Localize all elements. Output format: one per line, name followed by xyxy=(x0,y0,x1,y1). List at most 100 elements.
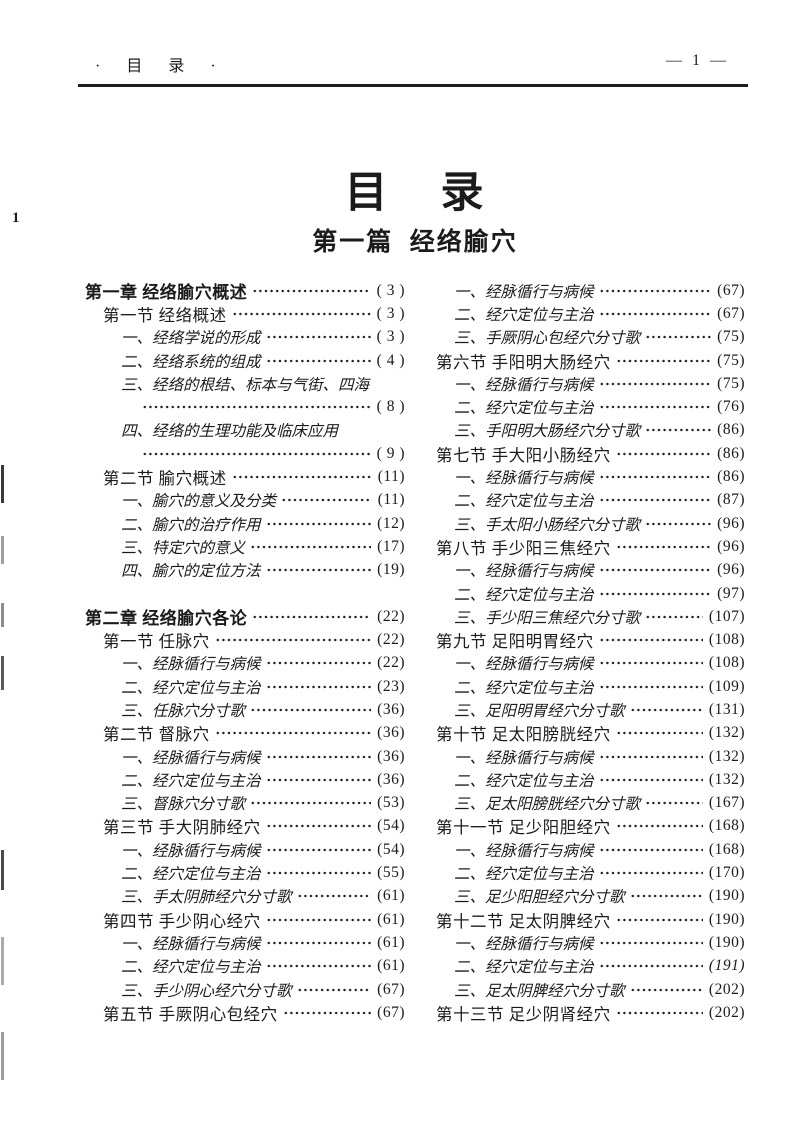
toc-entry-page: ( 4 ) xyxy=(376,351,405,369)
toc-entry-page: (22) xyxy=(377,631,405,649)
toc-entry: 第十一节 足少阳胆经穴 (168) xyxy=(418,815,745,838)
toc-entry-page: (132) xyxy=(708,747,745,765)
toc-entry: 一、腧穴的意义及分类 (11) xyxy=(85,489,405,512)
toc-entry-label: 二、经穴定位与主治 xyxy=(454,586,594,604)
dot-leader xyxy=(265,679,372,694)
toc-entry-page: (67) xyxy=(717,304,745,322)
toc-entry-label: 第一章 经络腧穴概述 xyxy=(85,283,248,303)
toc-entry: 三、手少阴心经穴分寸歌 (67) xyxy=(85,978,405,1001)
toc-entry-page: (17) xyxy=(377,537,405,555)
toc-entry-label: 一、经脉循行与病候 xyxy=(454,935,594,953)
toc-entry-page: (86) xyxy=(717,468,745,486)
dot-leader xyxy=(598,586,712,601)
toc-entry-label: 第十一节 足少阳胆经穴 xyxy=(436,818,611,838)
toc-entry: 二、经穴定位与主治 (67) xyxy=(418,302,745,325)
dot-leader xyxy=(250,796,372,811)
toc-entry-page: (86) xyxy=(717,444,745,462)
toc-entry-label: 第一节 任脉穴 xyxy=(103,632,210,652)
toc-entry: 二、经穴定位与主治 (97) xyxy=(418,582,745,605)
toc-entry: 第三节 手大阴肺经穴 (54) xyxy=(85,815,405,838)
toc-entry-page: (202) xyxy=(708,980,745,998)
dot-leader xyxy=(598,842,703,857)
toc-entry-label: 二、经络系统的组成 xyxy=(121,353,261,371)
dot-leader xyxy=(252,283,371,298)
toc-entry: 第六节 手阳明大肠经穴 (75) xyxy=(418,349,745,372)
dot-leader xyxy=(598,493,712,508)
dot-leader xyxy=(265,656,372,671)
dot-leader xyxy=(265,330,371,345)
toc-entry-label: 二、经穴定位与主治 xyxy=(121,959,261,977)
dot-leader xyxy=(282,1005,372,1020)
toc-entry-label: 三、足太阳膀胱经穴分寸歌 xyxy=(454,796,641,814)
toc-entry-label: 三、经络的根结、标本与气街、四海 xyxy=(121,376,370,394)
toc-entry-label: 三、特定穴的意义 xyxy=(121,539,246,557)
toc-entry-page: ( 3 ) xyxy=(376,281,405,299)
dot-leader xyxy=(615,912,703,927)
toc-entry: 四、腧穴的定位方法 (19) xyxy=(85,559,405,582)
dot-leader xyxy=(142,400,371,415)
dot-leader xyxy=(281,493,372,508)
toc-entry-label: 二、经穴定位与主治 xyxy=(121,866,261,884)
dot-leader xyxy=(250,702,372,717)
dot-leader xyxy=(598,772,703,787)
dot-leader xyxy=(629,889,703,904)
toc-entry-page: (54) xyxy=(377,840,405,858)
toc-entry-page: ( 9 ) xyxy=(376,444,405,462)
dot-leader xyxy=(214,633,372,648)
toc-entry-label: 一、经脉循行与病候 xyxy=(454,749,594,767)
toc-entry-label: 二、经穴定位与主治 xyxy=(121,772,261,790)
toc-entry: 一、经脉循行与病候 (75) xyxy=(418,372,745,395)
toc-entry: 二、腧穴的治疗作用 (12) xyxy=(85,512,405,535)
toc-entry-label: 第六节 手阳明大肠经穴 xyxy=(436,352,611,372)
toc-entry: 二、经穴定位与主治 (23) xyxy=(85,675,405,698)
toc-entry-label: 三、手阳明大肠经穴分寸歌 xyxy=(454,423,641,441)
toc-entry: 第十三节 足少阴肾经穴 (202) xyxy=(418,1001,745,1024)
toc-entry: 三、特定穴的意义 (17) xyxy=(85,535,405,558)
toc-entry-page: (107) xyxy=(708,607,745,625)
toc-entry-page: (36) xyxy=(377,770,405,788)
dot-leader xyxy=(265,353,371,368)
toc-entry: 第五节 手厥阴心包经穴 (67) xyxy=(85,1001,405,1024)
toc-entry-page: (36) xyxy=(377,700,405,718)
toc-column-left: 第一章 经络腧穴概述 ( 3 ) 第一节 经络概述 ( 3 ) 一、经络学说的形成 ( 3… xyxy=(85,279,405,1025)
dot-leader xyxy=(296,982,372,997)
margin-page-indicator: 1 xyxy=(12,210,20,226)
toc-entry: 一、经络学说的形成 ( 3 ) xyxy=(85,326,405,349)
dot-leader xyxy=(615,539,712,554)
dot-leader xyxy=(598,470,712,485)
toc-entry: 一、经脉循行与病候 (36) xyxy=(85,745,405,768)
toc-column-right: 一、经脉循行与病候 (67) 二、经穴定位与主治 (67) 三、手厥阴心包经穴分寸歌 (7… xyxy=(418,279,745,1025)
dot-leader xyxy=(615,819,703,834)
toc-entry: 第一章 经络腧穴概述 ( 3 ) xyxy=(85,279,405,303)
dot-leader xyxy=(265,819,372,834)
toc-entry: 二、经穴定位与主治 (76) xyxy=(418,395,745,418)
toc-entry-label: 四、经络的生理功能及临床应用 xyxy=(121,423,339,441)
dot-leader xyxy=(598,866,703,881)
toc-entry-page: (87) xyxy=(717,491,745,509)
toc-entry-page: ( 3 ) xyxy=(376,304,405,322)
toc-entry-page: (132) xyxy=(708,724,745,742)
toc-entry-label: 三、手太阴肺经穴分寸歌 xyxy=(121,889,292,907)
toc-entry: 二、经穴定位与主治 (61) xyxy=(85,955,405,978)
toc-entry-page: (108) xyxy=(708,631,745,649)
toc-entry-page: (67) xyxy=(377,980,405,998)
toc-entry-page: (190) xyxy=(708,910,745,928)
dot-leader xyxy=(645,796,703,811)
dot-leader xyxy=(629,982,703,997)
toc-entry-label: 一、经脉循行与病候 xyxy=(454,842,594,860)
dot-leader xyxy=(615,726,703,741)
toc-entry: 二、经穴定位与主治 (109) xyxy=(418,675,745,698)
toc-entry-label: 一、经脉循行与病候 xyxy=(454,283,594,301)
toc-entry-page: (23) xyxy=(377,677,405,695)
toc-entry: 四、经络的生理功能及临床应用 xyxy=(85,419,405,442)
scan-artifact-line xyxy=(1,536,4,564)
dot-leader xyxy=(598,959,703,974)
toc-entry-page: (170) xyxy=(708,864,745,882)
toc-entry: 二、经穴定位与主治 (191) xyxy=(418,955,745,978)
header-rule xyxy=(78,84,748,87)
toc-entry-page: (190) xyxy=(708,887,745,905)
dot-leader xyxy=(142,446,371,461)
dot-leader xyxy=(598,283,712,298)
scan-artifact-line xyxy=(1,850,4,890)
